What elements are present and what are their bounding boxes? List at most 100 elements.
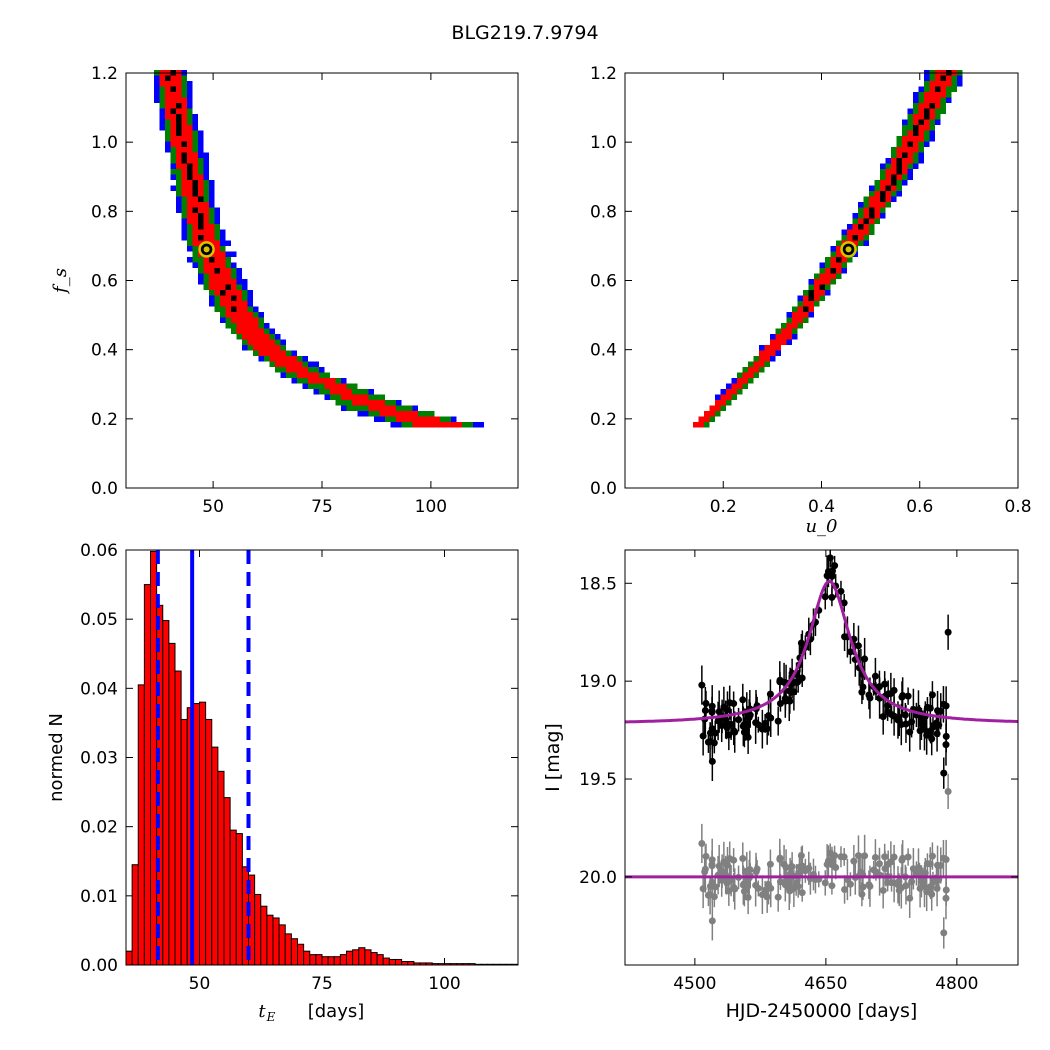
heatmap-cell-inner — [214, 290, 242, 296]
heatmap-cell-core — [808, 290, 814, 296]
x-tick-label: 50 — [202, 497, 224, 517]
histogram-bar — [327, 956, 335, 966]
residual-point — [895, 886, 903, 894]
residual-point — [823, 860, 831, 868]
heatmap-cell-inner — [880, 180, 897, 186]
y-tick-label: 0.03 — [80, 749, 118, 769]
heatmap-cell-inner — [704, 411, 715, 417]
heatmap-cell-core — [924, 114, 930, 120]
data-point — [776, 676, 784, 684]
residual-point — [854, 852, 862, 860]
histogram-bar — [401, 961, 409, 966]
heatmap-cell-inner — [247, 339, 275, 345]
data-point — [725, 731, 733, 739]
histogram-bar — [223, 797, 231, 966]
heatmap-cell-core — [231, 306, 237, 312]
heatmap-cell-inner — [242, 334, 270, 340]
heatmap-cell-core — [896, 169, 902, 175]
data-point — [840, 599, 848, 607]
x-tick-label: 100 — [415, 497, 447, 517]
heatmap-cell-core — [907, 141, 913, 147]
residual-point — [890, 853, 898, 861]
y-tick-label: 0.0 — [91, 479, 118, 499]
residual-point — [939, 854, 947, 862]
heatmap-cell-inner — [220, 301, 248, 307]
histogram-bar — [205, 718, 213, 966]
residual-point — [887, 858, 895, 866]
histogram-bar — [339, 954, 347, 966]
histogram-bar — [297, 943, 305, 966]
y-tick-label: 0.6 — [91, 272, 118, 292]
heatmap-cell-core — [198, 218, 204, 224]
data-point — [730, 727, 738, 735]
residual-point — [841, 885, 849, 893]
data-point — [746, 711, 754, 719]
heatmap-cell-core — [863, 218, 869, 224]
data-point — [865, 691, 873, 699]
residual-point — [942, 886, 950, 894]
heatmap-cell-core — [913, 125, 919, 131]
data-point — [895, 716, 903, 724]
x-tick-label: 50 — [189, 974, 211, 994]
heatmap-cell-inner — [352, 400, 385, 406]
x-tick-label: 4650 — [804, 974, 847, 994]
histogram-bar — [174, 670, 182, 966]
residual-point — [725, 887, 733, 895]
heatmap-cell-inner — [742, 372, 754, 378]
y-tick-label: 1.2 — [590, 64, 617, 84]
heatmap-cell-core — [181, 158, 187, 164]
histogram-bar — [382, 957, 390, 966]
heatmap-cell-inner — [275, 361, 303, 367]
residual-point — [715, 862, 723, 870]
residual-point — [708, 917, 716, 925]
data-point — [939, 700, 947, 708]
histogram-bar — [358, 947, 366, 966]
x-tick-label: 75 — [311, 974, 333, 994]
histogram-bar — [352, 949, 360, 966]
data-point — [735, 716, 743, 724]
heatmap-cell-inner — [913, 125, 930, 131]
heatmap-cell-inner — [902, 136, 924, 142]
histogram-bar — [370, 952, 378, 966]
heatmap-cell-core — [913, 130, 919, 136]
histogram-bar — [284, 933, 292, 966]
histogram-bar — [303, 950, 311, 966]
heatmap-cell-core — [165, 75, 171, 81]
residual-point — [837, 853, 845, 861]
residual-point — [865, 881, 873, 889]
x-axis-label-symbol: t — [258, 1001, 266, 1022]
residual-point — [906, 894, 914, 902]
heatmap-cell-core — [170, 108, 176, 114]
data-point — [699, 732, 707, 740]
heatmap-cell-inner — [847, 229, 869, 235]
data-point — [884, 708, 892, 716]
data-point — [841, 633, 849, 641]
y-tick-label: 0.4 — [590, 341, 617, 361]
residual-point — [875, 860, 883, 868]
x-axis-label: HJD-2450000 [days] — [726, 1000, 918, 1022]
data-point — [718, 722, 726, 730]
heatmap-cell-core — [214, 268, 220, 274]
data-point — [828, 593, 836, 601]
histogram-bar — [407, 961, 415, 966]
y-tick-label: 18.5 — [579, 574, 617, 594]
residual-point — [730, 883, 738, 891]
residual-point — [718, 876, 726, 884]
y-tick-label: 0.00 — [80, 956, 118, 976]
data-point — [899, 691, 907, 699]
heatmap-cell-inner — [803, 301, 814, 307]
y-tick-label: 0.2 — [91, 410, 118, 430]
histogram-bar — [364, 949, 372, 966]
residual-point — [781, 881, 789, 889]
histogram-bar — [254, 893, 262, 966]
heatmap-cell-inner — [209, 279, 237, 285]
heatmap-cell-inner — [764, 345, 781, 351]
residual-point — [940, 929, 948, 937]
data-point — [928, 735, 936, 743]
heatmap-cell-inner — [759, 356, 770, 362]
histogram-bar — [321, 956, 329, 966]
residual-point — [698, 839, 706, 847]
data-point — [944, 628, 952, 636]
model-curve — [625, 579, 1018, 724]
heatmap-cell-core — [929, 103, 935, 109]
